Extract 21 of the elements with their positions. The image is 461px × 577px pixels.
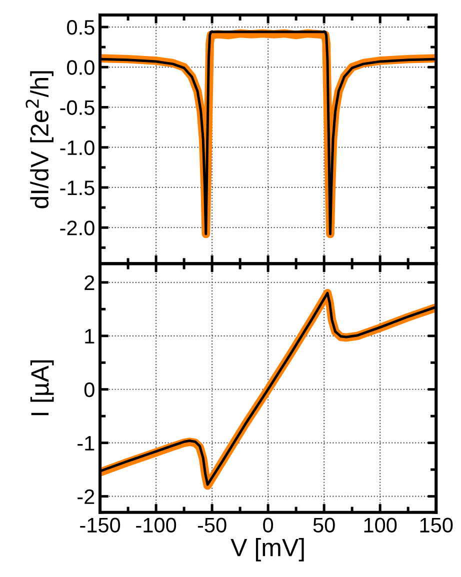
x-tick-label: -150 <box>80 518 120 533</box>
y-tick-label: 0 <box>84 382 94 398</box>
x-tick-label: -50 <box>198 518 226 533</box>
x-tick-label: 150 <box>420 518 453 533</box>
y-tick-label: -0.5 <box>60 100 94 116</box>
y-tick-label: 0.0 <box>67 60 94 75</box>
x-tick-label: 50 <box>313 518 335 533</box>
x-tick-label: 100 <box>364 518 397 533</box>
y-axis-title: I [µA] <box>30 360 54 416</box>
x-axis-title: V [mV] <box>230 538 304 562</box>
y-tick-label: -1.0 <box>60 140 94 156</box>
y-tick-label: -2 <box>78 489 94 504</box>
y-tick-label: 2 <box>84 275 94 290</box>
y-tick-label: -1.5 <box>60 180 94 196</box>
y-tick-label: 1 <box>85 329 94 344</box>
x-tick-label: -100 <box>136 518 176 533</box>
y-tick-label: -2.0 <box>60 220 94 236</box>
y-tick-label: -1 <box>78 436 94 450</box>
x-tick-label: 0 <box>263 518 274 533</box>
y-axis-title: dI/dV [2e$^{2}$/h] <box>26 71 54 208</box>
y-tick-label: 0.5 <box>67 20 94 35</box>
